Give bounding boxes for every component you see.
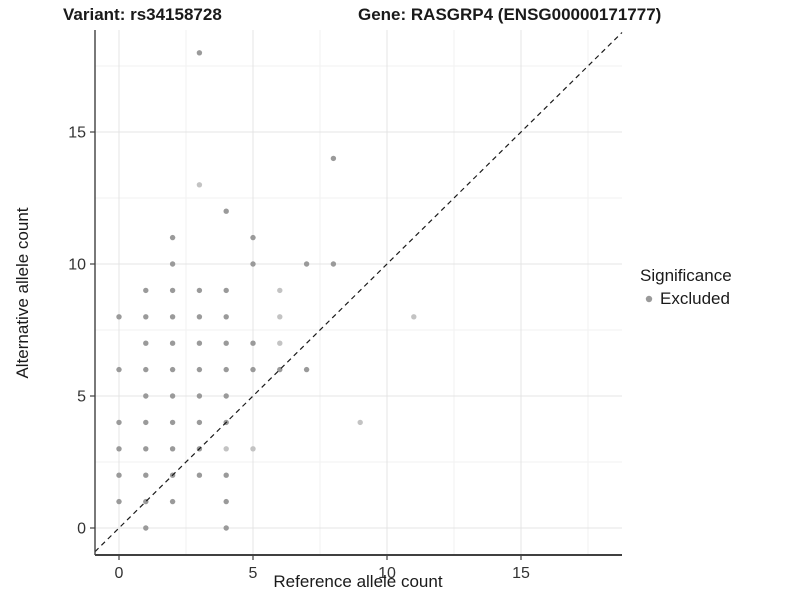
scatter-point: [169, 340, 176, 346]
scatter-point: [143, 287, 149, 294]
scatter-point: [223, 208, 229, 214]
scatter-point: [116, 366, 122, 373]
x-tick-label: 0: [115, 565, 124, 582]
scatter-point: [116, 314, 122, 320]
scatter-point: [277, 340, 283, 346]
scatter-point: [143, 525, 149, 531]
scatter-point: [169, 234, 176, 241]
y-tick-label: 15: [68, 125, 86, 142]
scatter-point: [250, 261, 256, 267]
scatter-point: [196, 314, 203, 320]
scatter-point: [143, 314, 149, 320]
y-tick-label: 10: [68, 257, 86, 274]
scatter-point: [223, 472, 229, 478]
scatter-point: [303, 366, 310, 373]
scatter-point: [330, 155, 337, 162]
legend-title: Significance: [640, 266, 732, 285]
scatter-point: [169, 314, 176, 320]
scatter-point: [357, 419, 363, 426]
scatter-point: [223, 446, 229, 452]
legend-item-label: Excluded: [660, 289, 730, 308]
scatter-point: [169, 419, 176, 426]
legend: Significance Excluded: [640, 266, 732, 309]
scatter-point: [223, 498, 229, 505]
scatter-point: [196, 287, 203, 294]
scatter-point: [196, 182, 203, 188]
scatter-point: [223, 314, 229, 320]
scatter-point: [169, 261, 176, 267]
scatter-point: [250, 234, 256, 241]
scatter-point: [303, 261, 310, 267]
scatter-point: [330, 261, 337, 267]
scatter-point: [169, 446, 176, 452]
scatter-point: [196, 419, 203, 426]
scatter-point: [411, 314, 417, 320]
scatter-point: [223, 393, 229, 399]
scatter-point: [169, 498, 176, 505]
identity-line: [94, 32, 623, 553]
scatter-point: [116, 498, 122, 505]
scatter-point: [169, 287, 176, 294]
y-tick-label: 0: [77, 521, 86, 538]
scatter-point: [277, 314, 283, 320]
gene-title: Gene: RASGRP4 (ENSG00000171777): [358, 5, 662, 24]
legend-item-excluded: Excluded: [642, 289, 732, 309]
scatter-point: [250, 446, 256, 452]
scatter-point: [143, 419, 149, 426]
scatter-point: [196, 50, 203, 56]
scatter-point: [143, 340, 149, 346]
scatter-point: [250, 366, 256, 373]
legend-point-icon: [645, 295, 653, 303]
scatter-point: [223, 340, 229, 346]
scatter-point: [143, 446, 149, 452]
x-tick-label: 10: [378, 565, 396, 582]
x-tick-label: 5: [249, 565, 258, 582]
scatter-point: [116, 419, 122, 426]
scatter-point: [196, 472, 203, 478]
scatter-point: [223, 525, 229, 531]
scatter-point: [169, 366, 176, 373]
scatter-point: [116, 472, 122, 478]
scatter-point: [143, 366, 149, 373]
scatter-point: [223, 287, 229, 294]
legend-point-swatch: [645, 295, 653, 303]
x-axis-title: Reference allele count: [273, 572, 443, 591]
scatter-point: [143, 393, 149, 399]
y-tick-label: 5: [77, 389, 86, 406]
scatter-point: [277, 287, 283, 294]
scatter-point: [196, 393, 203, 399]
scatter-point: [196, 366, 203, 373]
variant-title: Variant: rs34158728: [63, 5, 222, 24]
scatter-point: [143, 472, 149, 478]
scatter-point: [223, 366, 229, 373]
scatter-point: [169, 393, 176, 399]
scatter-point: [250, 340, 256, 346]
x-tick-label: 15: [512, 565, 530, 582]
scatter-point: [116, 446, 122, 452]
scatter-point: [196, 340, 203, 346]
